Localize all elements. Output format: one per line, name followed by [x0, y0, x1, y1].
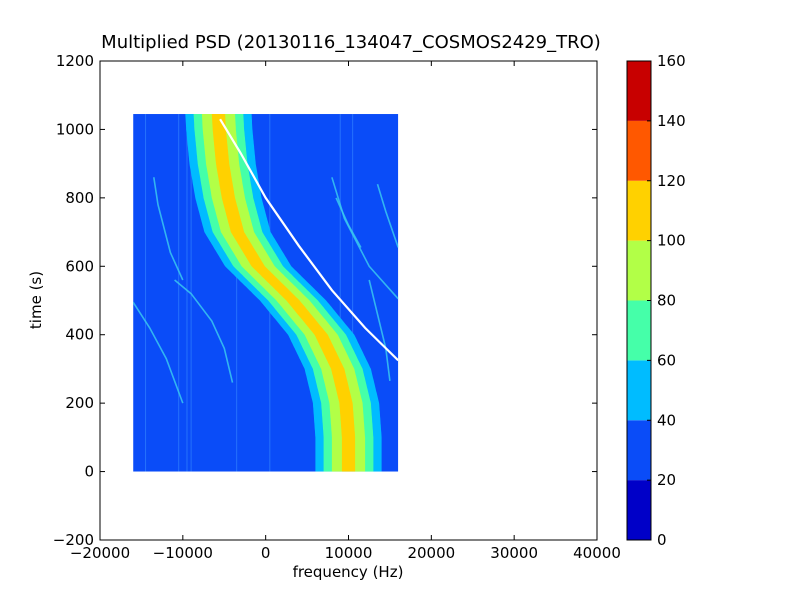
y-tick-label: 200 — [65, 394, 94, 412]
colorbar-level — [627, 300, 651, 361]
colorbar-level — [627, 120, 651, 181]
colorbar-tick-label: 20 — [657, 471, 676, 489]
y-tick-label: 1000 — [56, 120, 94, 138]
x-tick-label: 10000 — [325, 544, 373, 562]
faint-doppler-trace — [368, 279, 391, 382]
y-tick-label: −200 — [53, 531, 94, 549]
colorbar-levels — [627, 61, 651, 540]
y-tick-label: 600 — [65, 257, 94, 275]
faint-doppler-trace — [133, 301, 184, 404]
y-axis: −200 0 200 400 600 800 1000 1200 — [53, 52, 597, 549]
chart-title: Multiplied PSD (20130116_134047_COSMOS24… — [101, 32, 601, 53]
x-axis-label: frequency (Hz) — [293, 563, 404, 581]
spectrogram-image — [133, 114, 399, 472]
colorbar-level — [627, 420, 651, 481]
colorbar-level — [627, 240, 651, 301]
x-tick-label: −20000 — [70, 544, 130, 562]
colorbar-level — [627, 360, 651, 421]
main-trace-band-100 — [211, 114, 356, 472]
colorbar-level — [627, 480, 651, 540]
colorbar-level — [627, 180, 651, 241]
faint-doppler-trace — [335, 197, 362, 248]
y-axis-label: time (s) — [27, 271, 45, 329]
colorbar: 0 20 40 60 80 100 120 140 160 — [626, 52, 686, 549]
faint-doppler-trace — [174, 279, 234, 383]
faint-doppler-trace — [376, 183, 399, 248]
x-tick-label: 0 — [261, 544, 271, 562]
x-axis: −20000 −10000 0 10000 20000 30000 40000 — [70, 61, 621, 562]
y-tick-label: 0 — [84, 463, 94, 481]
colorbar-level — [627, 61, 651, 121]
faint-doppler-trace — [153, 177, 184, 281]
colorbar-tick-label: 80 — [657, 292, 676, 310]
colorbar-tick-label: 60 — [657, 351, 676, 369]
colorbar-tick-label: 0 — [657, 531, 667, 549]
colorbar-axis: 0 20 40 60 80 100 120 140 160 — [647, 52, 686, 549]
plot-area: −20000 −10000 0 10000 20000 30000 40000 −200 0 2… — [53, 52, 621, 562]
y-tick-label: 400 — [65, 326, 94, 344]
y-tick-label: 1200 — [56, 52, 94, 70]
colorbar-tick-label: 100 — [657, 232, 686, 250]
x-tick-label: 40000 — [573, 544, 621, 562]
colorbar-tick-label: 40 — [657, 411, 676, 429]
colorbar-tick-label: 160 — [657, 52, 686, 70]
white-doppler-trace — [219, 118, 399, 362]
x-tick-label: 30000 — [490, 544, 538, 562]
faint-doppler-trace — [331, 177, 399, 300]
x-tick-label: −10000 — [153, 544, 213, 562]
y-tick-label: 800 — [65, 189, 94, 207]
colorbar-tick-label: 120 — [657, 172, 686, 190]
x-tick-label: 20000 — [407, 544, 455, 562]
colorbar-tick-label: 140 — [657, 112, 686, 130]
